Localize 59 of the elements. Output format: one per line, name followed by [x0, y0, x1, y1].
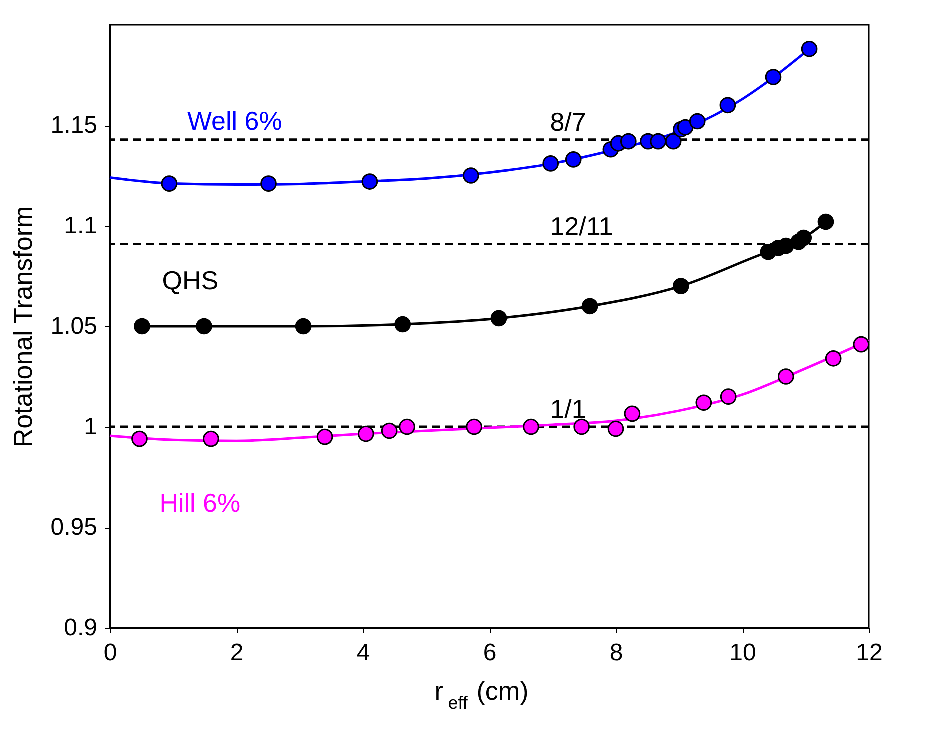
x-tick-label: 2	[230, 640, 244, 666]
point	[778, 368, 794, 385]
y-tick-label: 1	[84, 414, 98, 440]
point	[362, 174, 378, 190]
annotation: 8/7	[550, 106, 586, 137]
point	[542, 156, 560, 172]
y-tick-label: 1.15	[50, 112, 98, 139]
y-tick-label: 0.9	[64, 614, 98, 642]
point	[720, 97, 736, 114]
point	[295, 318, 312, 335]
point	[381, 422, 398, 440]
point	[490, 310, 508, 327]
x-tick-label: 12	[856, 640, 883, 666]
point	[853, 336, 870, 353]
point	[620, 133, 637, 150]
y-tick-label: 1.05	[50, 313, 98, 340]
x-tick-label: 6	[483, 640, 497, 666]
point	[624, 406, 641, 422]
annotation: 1/1	[550, 394, 586, 424]
point	[132, 430, 148, 448]
x-tick-label: 10	[730, 640, 756, 666]
point	[677, 119, 694, 136]
series-label: Well 6%	[187, 106, 282, 136]
point	[466, 418, 482, 436]
series-label: QHS	[162, 266, 219, 296]
x-tick-label: 4	[356, 640, 370, 666]
point	[574, 418, 590, 436]
point	[161, 176, 178, 192]
point	[358, 426, 374, 442]
point	[825, 350, 842, 367]
series-label: Hill 6%	[160, 488, 241, 518]
annotation: 12/11	[550, 211, 614, 242]
y-axis-title: Rotational Transform	[8, 206, 38, 448]
point	[720, 388, 737, 405]
point	[394, 316, 412, 333]
point	[650, 133, 667, 150]
point	[260, 176, 277, 192]
x-tick-label: 0	[104, 640, 118, 666]
point	[316, 428, 334, 446]
point	[196, 318, 212, 335]
point	[462, 168, 480, 184]
y-tick-label: 1.1	[64, 212, 98, 240]
point	[523, 418, 540, 436]
point	[399, 418, 416, 436]
point	[203, 430, 220, 448]
point	[608, 420, 624, 438]
y-tick-label: 0.95	[50, 514, 98, 541]
point	[818, 214, 834, 230]
point	[801, 40, 818, 58]
point	[565, 152, 582, 168]
point	[134, 318, 150, 335]
x-tick-label: 8	[610, 640, 624, 666]
point	[796, 230, 812, 246]
point	[672, 278, 690, 294]
point	[696, 394, 712, 412]
point	[582, 298, 598, 315]
point	[689, 113, 706, 130]
point	[765, 69, 782, 86]
point	[665, 133, 682, 150]
